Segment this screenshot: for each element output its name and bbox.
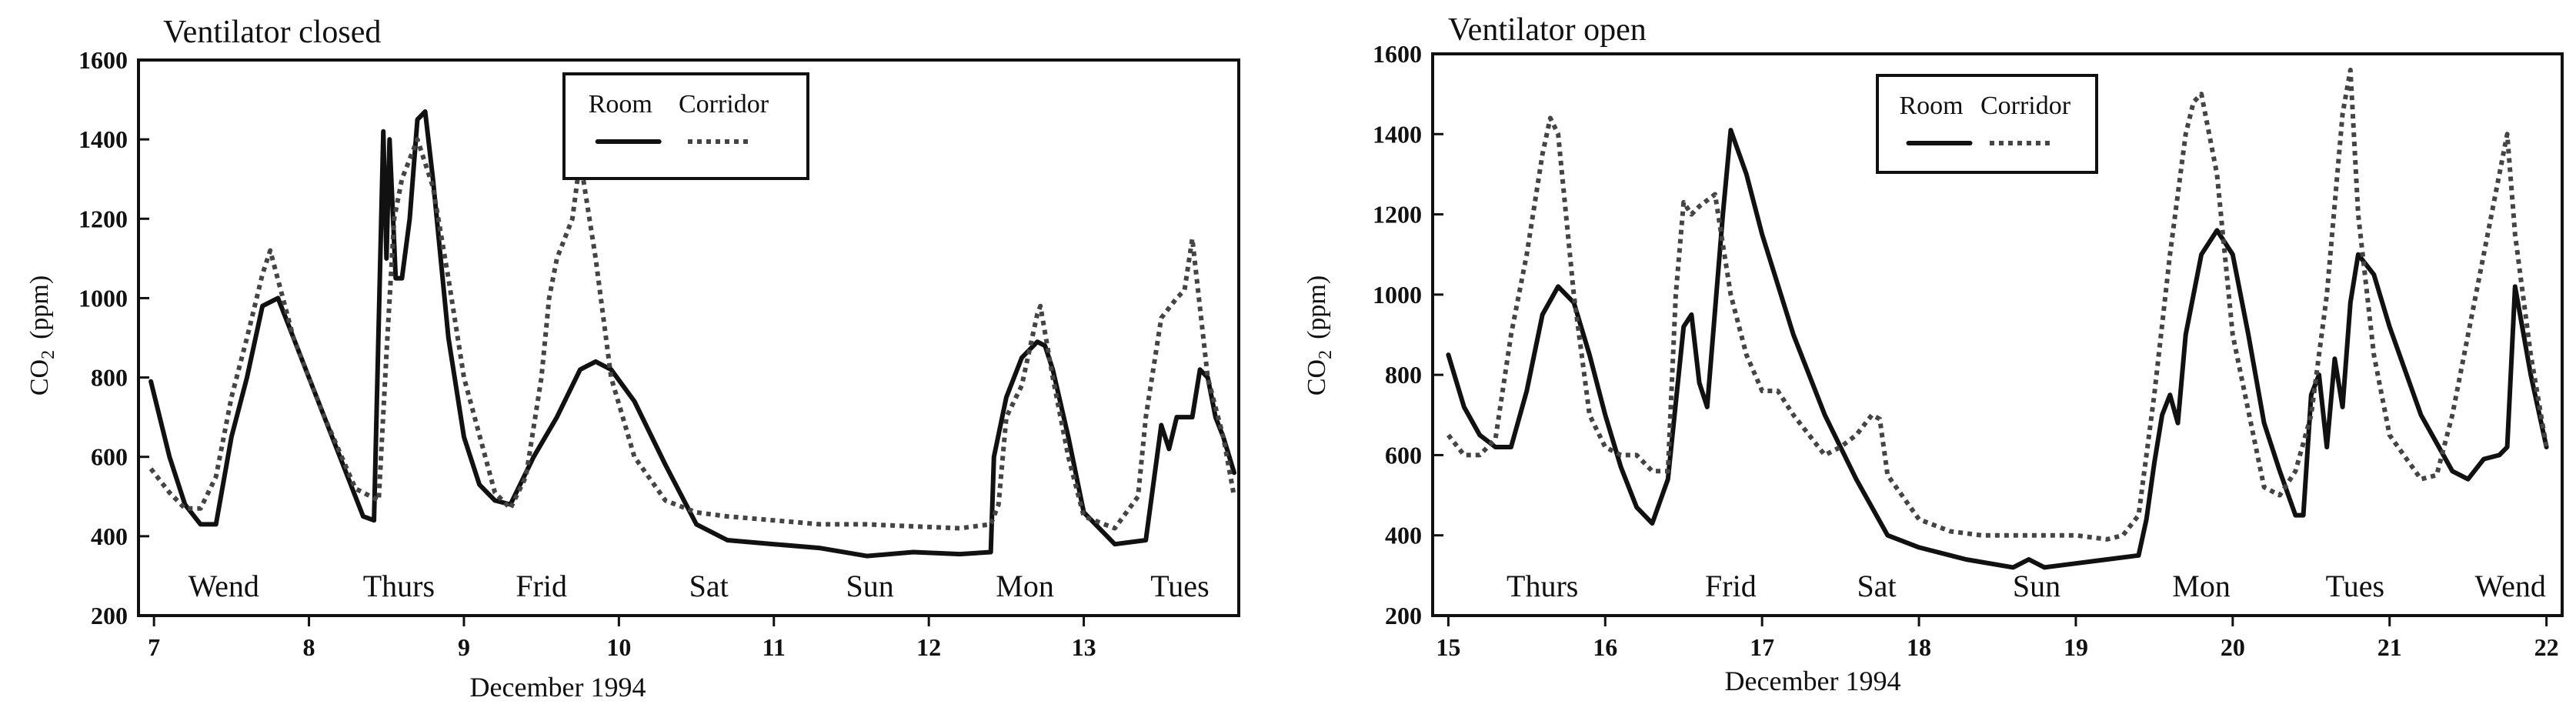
y-tick-label: 1400 xyxy=(78,125,128,153)
day-label: Frid xyxy=(516,569,567,603)
day-label: Thurs xyxy=(1507,569,1578,603)
x-tick-label: 16 xyxy=(1593,633,1617,661)
chart-2: Ventilator open 200 400 600 800 1000 1200 1400 1… xyxy=(1303,12,2564,696)
day-label: Thurs xyxy=(363,569,435,603)
day-label: Mon xyxy=(996,569,1054,603)
legend-label-corridor: Corridor xyxy=(1980,92,2071,120)
x-tick-label: 12 xyxy=(916,633,941,661)
series-line-corridor xyxy=(148,137,1236,531)
day-label: Sat xyxy=(1857,569,1896,603)
y-tick-label: 600 xyxy=(91,443,128,471)
x-axis-label: December 1994 xyxy=(1725,666,1901,696)
x-tick-label: 7 xyxy=(148,633,160,661)
series-line-room xyxy=(1446,128,2549,570)
y-axis-label: CO2 (ppm) xyxy=(1303,275,1336,396)
x-tick-label: 17 xyxy=(1750,633,1774,661)
y-tick-label: 200 xyxy=(91,602,128,629)
x-tick-label: 21 xyxy=(2377,633,2402,661)
day-label: Sun xyxy=(846,569,894,603)
legend-box xyxy=(1876,74,2098,174)
y-tick-label: 400 xyxy=(91,522,128,550)
x-tick-label: 18 xyxy=(1907,633,1931,661)
day-label: Sat xyxy=(689,569,729,603)
day-label: Tues xyxy=(1150,569,1209,603)
y-axis-label-sub: 2 xyxy=(38,350,58,359)
y-tick-label: 400 xyxy=(1385,522,1422,549)
x-tick-label: 22 xyxy=(2534,633,2559,661)
day-label: Tues xyxy=(2326,569,2384,603)
legend-label-corridor: Corridor xyxy=(679,90,769,118)
y-tick-label: 800 xyxy=(1385,361,1422,389)
x-tick-label: 11 xyxy=(762,633,786,661)
day-label: Sun xyxy=(2013,569,2060,603)
x-tick-label: 20 xyxy=(2221,633,2245,661)
x-tick-label: 13 xyxy=(1072,633,1096,661)
y-tick-label: 600 xyxy=(1385,441,1422,469)
y-axis-label-sub: 2 xyxy=(1316,350,1336,359)
x-tick-label: 9 xyxy=(458,633,470,661)
day-label: Wend xyxy=(189,569,259,603)
y-axis-label: CO2 (ppm) xyxy=(25,275,58,396)
y-tick-label: 1400 xyxy=(1373,120,1422,148)
legend-label-room: Room xyxy=(1900,92,1964,120)
chart-title: Ventilator closed xyxy=(163,15,381,50)
y-axis-label-unit: (ppm) xyxy=(25,275,54,339)
day-label: Mon xyxy=(2172,569,2231,603)
y-tick-label: 800 xyxy=(91,364,128,392)
y-axis-label-main: CO xyxy=(25,359,54,396)
x-tick-label: 19 xyxy=(2064,633,2088,661)
x-tick-label: 10 xyxy=(606,633,631,661)
x-axis-label: December 1994 xyxy=(470,672,646,703)
chart-1: Ventilator closed 200 400 600 800 1000 1200 140… xyxy=(25,15,1240,703)
legend-box xyxy=(562,72,809,180)
x-tick-label: 8 xyxy=(303,633,315,661)
y-tick-label: 1600 xyxy=(78,46,128,74)
y-tick-label: 1600 xyxy=(1373,40,1422,68)
y-tick-label: 1000 xyxy=(1373,281,1422,309)
legend-label-room: Room xyxy=(589,90,652,118)
y-axis-label-main: CO xyxy=(1303,359,1331,396)
day-label: Wend xyxy=(2475,569,2546,603)
chart-title: Ventilator open xyxy=(1448,12,1647,48)
y-tick-label: 200 xyxy=(1385,602,1422,629)
plot-frame xyxy=(1431,52,2564,617)
x-tick-label: 15 xyxy=(1436,633,1460,661)
y-tick-label: 1200 xyxy=(1373,201,1422,229)
y-tick-label: 1200 xyxy=(78,205,128,232)
y-tick-label: 1000 xyxy=(78,284,128,312)
y-axis-label-unit: (ppm) xyxy=(1303,275,1331,339)
day-label: Frid xyxy=(1705,569,1757,603)
plot-frame xyxy=(137,58,1240,617)
